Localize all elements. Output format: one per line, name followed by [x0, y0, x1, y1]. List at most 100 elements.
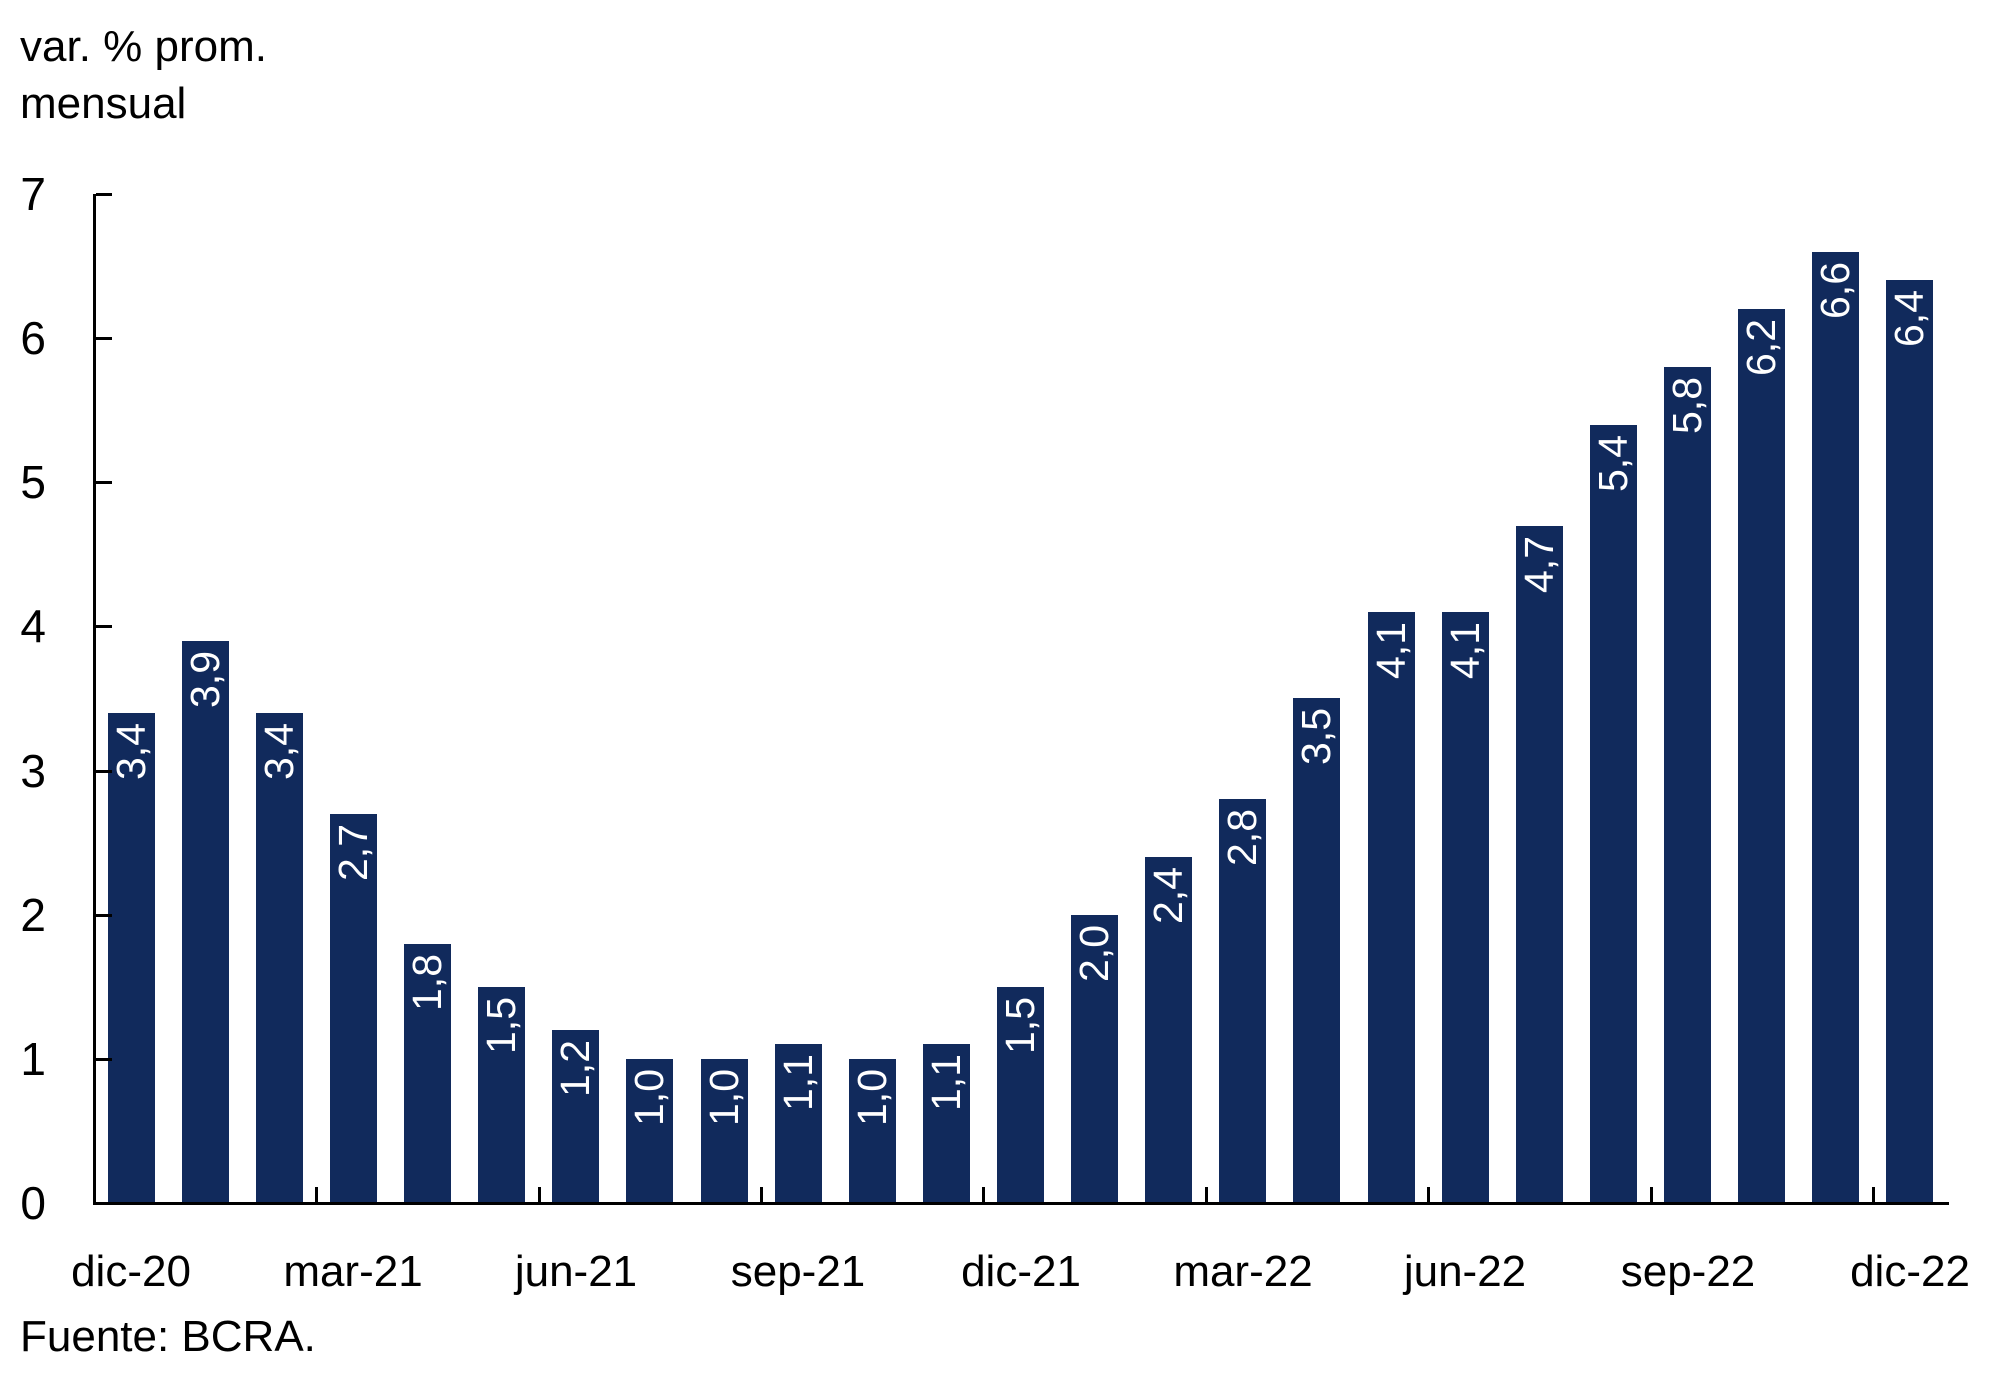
y-tick-label: 1 [20, 1033, 46, 1085]
y-axis-title-line1: var. % prom. [20, 22, 267, 71]
bar-label-wrap: 1,8 [404, 954, 451, 1011]
bar-value-label: 1,0 [701, 1069, 747, 1126]
bar-value-label: 2,7 [330, 824, 376, 881]
bar-label-wrap: 1,1 [923, 1054, 970, 1111]
x-tick-mark [982, 1187, 985, 1203]
bar: 5,4 [1590, 425, 1637, 1203]
bar-label-wrap: 3,4 [108, 723, 155, 780]
source-text: Fuente: BCRA. [20, 1312, 316, 1361]
bar: 2,7 [330, 814, 377, 1203]
bar: 4,1 [1442, 612, 1489, 1203]
bar-label-wrap: 2,8 [1219, 809, 1266, 866]
bar-value-label: 4,1 [1442, 622, 1488, 679]
bar-label-wrap: 1,0 [626, 1069, 673, 1126]
y-axis-title-line2: mensual [20, 79, 187, 128]
bar: 2,4 [1145, 857, 1192, 1203]
bar-label-wrap: 1,5 [997, 997, 1044, 1054]
x-tick-label: mar-22 [1173, 1247, 1313, 1296]
y-tick-label: 2 [20, 889, 46, 941]
x-tick-label: dic-20 [71, 1247, 191, 1296]
bar-label-wrap: 5,4 [1590, 435, 1637, 492]
bar: 5,8 [1664, 367, 1711, 1203]
bar-value-label: 3,9 [182, 651, 228, 708]
bar: 6,4 [1886, 280, 1933, 1203]
y-tick-mark [96, 481, 112, 484]
bar-value-label: 1,1 [775, 1054, 821, 1111]
y-tick-mark [96, 914, 112, 917]
bar: 1,0 [701, 1059, 748, 1203]
bar-value-label: 1,5 [478, 997, 524, 1054]
bar-value-label: 2,4 [1145, 867, 1191, 924]
bar: 1,0 [626, 1059, 673, 1203]
bar-label-wrap: 4,1 [1368, 622, 1415, 679]
x-tick-label: mar-21 [283, 1247, 423, 1296]
bar-value-label: 1,8 [404, 954, 450, 1011]
x-axis-line [93, 1202, 1949, 1205]
bar-label-wrap: 5,8 [1664, 377, 1711, 434]
x-tick-label: jun-22 [1403, 1247, 1527, 1296]
x-tick-mark [760, 1187, 763, 1203]
bar: 3,9 [182, 641, 229, 1203]
x-tick-mark [1427, 1187, 1430, 1203]
bar-label-wrap: 6,4 [1886, 290, 1933, 347]
bar-value-label: 5,8 [1664, 377, 1710, 434]
bar-label-wrap: 3,5 [1293, 708, 1340, 765]
bar-label-wrap: 2,7 [330, 824, 377, 881]
bar-value-label: 5,4 [1590, 435, 1636, 492]
y-tick-label: 4 [20, 600, 46, 652]
y-tick-label: 0 [20, 1177, 46, 1229]
bar-value-label: 2,8 [1219, 809, 1265, 866]
x-tick-mark [1650, 1187, 1653, 1203]
bar-value-label: 1,1 [923, 1054, 969, 1111]
bar: 3,4 [108, 713, 155, 1203]
bar: 4,1 [1368, 612, 1415, 1203]
y-tick-mark [96, 1058, 112, 1061]
bar-value-label: 6,4 [1886, 290, 1932, 347]
bar-value-label: 4,7 [1516, 536, 1562, 593]
bar-value-label: 1,2 [552, 1040, 598, 1097]
bar: 1,8 [404, 944, 451, 1203]
bar: 4,7 [1516, 526, 1563, 1203]
bar-label-wrap: 2,0 [1071, 925, 1118, 982]
bar-label-wrap: 1,5 [478, 997, 525, 1054]
bar-label-wrap: 1,0 [849, 1069, 896, 1126]
bar-value-label: 6,6 [1812, 262, 1858, 319]
y-axis-line [93, 194, 96, 1205]
bar: 1,5 [478, 987, 525, 1203]
bar: 1,2 [552, 1030, 599, 1203]
y-axis-title: var. % prom. mensual [20, 18, 267, 132]
x-tick-label: dic-22 [1850, 1247, 1970, 1296]
bar-value-label: 3,4 [256, 723, 302, 780]
y-tick-label: 7 [20, 168, 46, 220]
y-tick-label: 6 [20, 312, 46, 364]
bar-label-wrap: 1,0 [701, 1069, 748, 1126]
x-tick-label: dic-21 [961, 1247, 1081, 1296]
bar-value-label: 1,0 [626, 1069, 672, 1126]
bar-label-wrap: 1,1 [775, 1054, 822, 1111]
bar: 6,2 [1738, 309, 1785, 1203]
y-tick-mark [96, 337, 112, 340]
bar-label-wrap: 3,4 [256, 723, 303, 780]
bar: 6,6 [1812, 252, 1859, 1203]
bar-value-label: 1,5 [997, 997, 1043, 1054]
bar: 3,4 [256, 713, 303, 1203]
bar-value-label: 6,2 [1738, 319, 1784, 376]
bar: 3,5 [1293, 698, 1340, 1203]
x-tick-mark [315, 1187, 318, 1203]
y-tick-mark [96, 770, 112, 773]
bar: 1,5 [997, 987, 1044, 1203]
y-tick-mark [96, 193, 112, 196]
y-tick-label: 5 [20, 456, 46, 508]
y-tick-label: 3 [20, 745, 46, 797]
y-tick-mark [96, 625, 112, 628]
bar: 2,0 [1071, 915, 1118, 1203]
bar-value-label: 4,1 [1368, 622, 1414, 679]
bar-label-wrap: 4,7 [1516, 536, 1563, 593]
bar: 2,8 [1219, 799, 1266, 1203]
bar-value-label: 3,5 [1293, 708, 1339, 765]
bar: 1,1 [775, 1044, 822, 1203]
bar-label-wrap: 4,1 [1442, 622, 1489, 679]
bar-value-label: 1,0 [849, 1069, 895, 1126]
x-tick-mark [1205, 1187, 1208, 1203]
bar: 1,0 [849, 1059, 896, 1203]
